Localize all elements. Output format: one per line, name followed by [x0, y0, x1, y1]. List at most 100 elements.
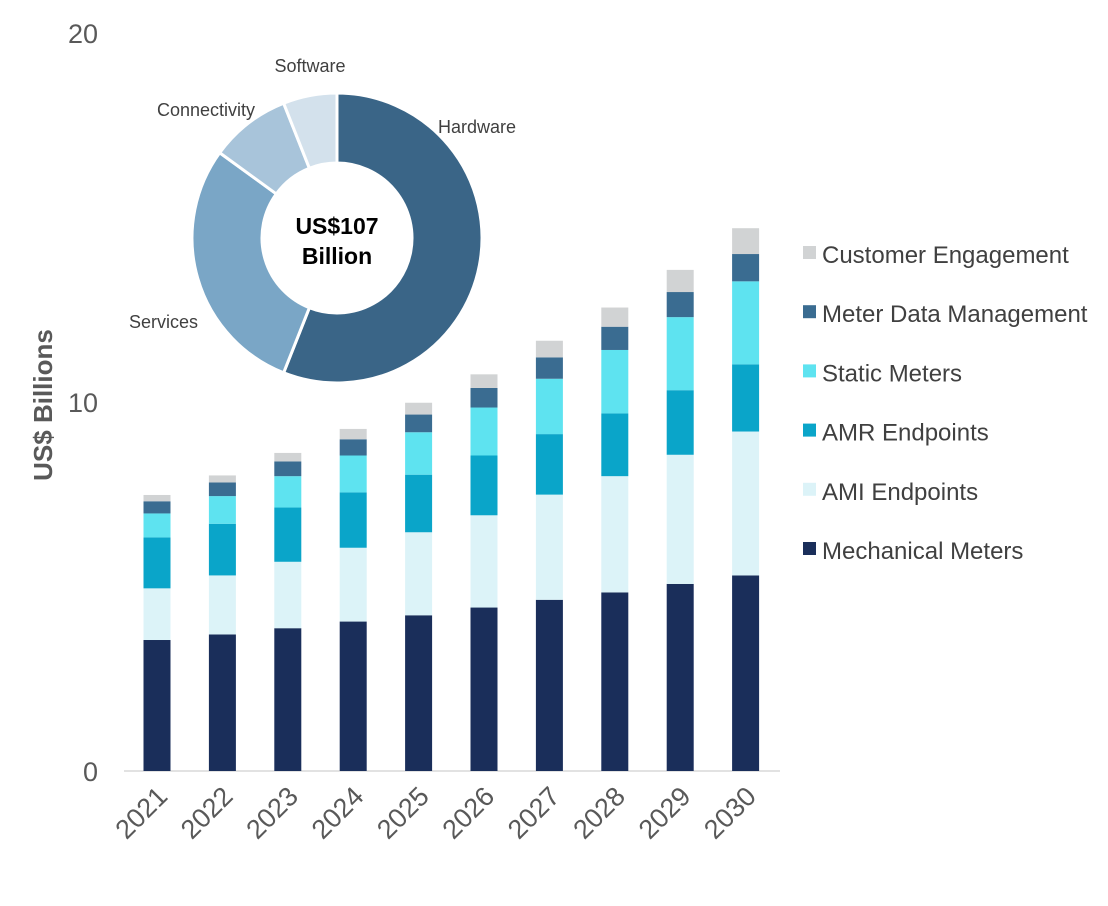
donut-label-software: Software [274, 56, 345, 76]
donut-slice-software [281, 91, 339, 171]
bar-segment-mechanical-meters-2027 [535, 599, 563, 771]
bar-segment-amr-endpoints-2029 [666, 390, 694, 455]
bar-segment-meter-data-management-2029 [666, 292, 694, 318]
donut-center-label: US$107 [295, 213, 378, 239]
bar-segment-static-meters-2027 [535, 378, 563, 435]
donut-center-label: Billion [302, 243, 372, 269]
y-axis: 0 10 20 US$ Billions [28, 19, 780, 787]
bar-segment-customer-engagement-2028 [601, 307, 629, 327]
y-tick-label: 20 [68, 19, 98, 49]
bar-segment-static-meters-2021 [143, 513, 171, 538]
bar-segment-customer-engagement-2029 [666, 269, 694, 293]
x-tick-label: 2022 [175, 781, 239, 845]
x-tick-label: 2023 [240, 781, 304, 845]
bar-segment-customer-engagement-2025 [405, 402, 433, 415]
bar-segment-customer-engagement-2022 [208, 475, 236, 483]
bar-segment-meter-data-management-2030 [732, 254, 760, 282]
legend-label: Mechanical Meters [822, 538, 1023, 565]
bar-segment-meter-data-management-2021 [143, 501, 171, 514]
bar-segment-amr-endpoints-2027 [535, 434, 563, 495]
bar-segment-mechanical-meters-2029 [666, 583, 694, 771]
legend-swatch [803, 246, 816, 259]
bar-segment-meter-data-management-2028 [601, 326, 629, 350]
donut-chart: Hardware Services Connectivity Software US$1… [129, 56, 516, 385]
bar-segment-static-meters-2023 [274, 476, 302, 508]
legend-swatch [803, 423, 816, 437]
bar-segment-meter-data-management-2022 [208, 482, 236, 497]
bar-segment-amr-endpoints-2026 [470, 455, 498, 516]
legend-swatch [803, 482, 816, 496]
x-tick-label: 2027 [502, 781, 566, 845]
bar-segment-amr-endpoints-2025 [405, 474, 433, 533]
legend-label: AMI Endpoints [822, 479, 978, 506]
donut-slice-services [190, 150, 312, 375]
bar-segment-ami-endpoints-2025 [405, 532, 433, 616]
bar-segment-customer-engagement-2030 [732, 228, 760, 255]
bar-segment-meter-data-management-2025 [405, 414, 433, 433]
legend: Customer Engagement Meter Data Management… [803, 242, 1088, 565]
bar-segment-meter-data-management-2024 [339, 439, 367, 456]
bar-segment-customer-engagement-2026 [470, 374, 498, 388]
bar-segment-meter-data-management-2026 [470, 387, 498, 408]
bar-segment-static-meters-2028 [601, 349, 629, 414]
y-tick-label: 0 [83, 757, 98, 787]
bar-segment-mechanical-meters-2024 [339, 621, 367, 771]
bar-segment-mechanical-meters-2025 [405, 615, 433, 771]
donut-label-services: Services [129, 312, 198, 332]
y-tick-label: 10 [68, 388, 98, 418]
bar-segment-mechanical-meters-2030 [732, 575, 760, 771]
bar-segment-static-meters-2024 [339, 455, 367, 493]
bar-segment-mechanical-meters-2021 [143, 640, 171, 771]
bar-segment-customer-engagement-2023 [274, 452, 302, 462]
bar-segment-ami-endpoints-2021 [143, 588, 171, 641]
x-tick-label: 2030 [698, 781, 762, 845]
x-tick-label: 2024 [306, 781, 370, 845]
bar-segment-ami-endpoints-2024 [339, 547, 367, 622]
legend-swatch [803, 305, 816, 319]
bar-segment-meter-data-management-2023 [274, 461, 302, 477]
bar-segment-ami-endpoints-2026 [470, 515, 498, 608]
legend-label: Customer Engagement [822, 242, 1069, 269]
bar-segment-static-meters-2025 [405, 432, 433, 475]
bar-segment-customer-engagement-2021 [143, 494, 171, 502]
bar-segment-customer-engagement-2024 [339, 428, 367, 440]
x-axis-ticks: 2021 2022 2023 2024 2025 2026 2027 2028 2029 2030 [110, 781, 762, 845]
donut-label-connectivity: Connectivity [157, 100, 255, 120]
bar-segment-amr-endpoints-2022 [208, 523, 236, 576]
bar-segment-static-meters-2026 [470, 407, 498, 456]
legend-swatch [803, 542, 816, 555]
x-tick-label: 2028 [567, 781, 631, 845]
bar-segment-amr-endpoints-2021 [143, 537, 171, 589]
legend-label: Static Meters [822, 360, 962, 387]
bar-segment-ami-endpoints-2028 [601, 476, 629, 593]
bar-segment-ami-endpoints-2022 [208, 575, 236, 635]
bar-segment-static-meters-2030 [732, 281, 760, 365]
bar-segment-amr-endpoints-2024 [339, 492, 367, 548]
legend-swatch [803, 364, 816, 378]
bar-segment-ami-endpoints-2027 [535, 494, 563, 600]
bar-segment-ami-endpoints-2023 [274, 561, 302, 629]
bar-segment-ami-endpoints-2030 [732, 431, 760, 576]
bar-series [143, 228, 760, 771]
bar-segment-mechanical-meters-2026 [470, 607, 498, 771]
bar-segment-static-meters-2022 [208, 496, 236, 524]
bar-segment-meter-data-management-2027 [535, 357, 563, 379]
x-tick-label: 2021 [110, 781, 174, 845]
bar-segment-mechanical-meters-2023 [274, 628, 302, 771]
x-tick-label: 2029 [633, 781, 697, 845]
bar-segment-customer-engagement-2027 [535, 340, 563, 358]
bar-segment-static-meters-2029 [666, 317, 694, 391]
bar-segment-mechanical-meters-2022 [208, 634, 236, 771]
legend-label: AMR Endpoints [822, 420, 989, 447]
donut-label-hardware: Hardware [438, 117, 516, 137]
x-tick-label: 2026 [437, 781, 501, 845]
y-axis-title: US$ Billions [28, 329, 58, 481]
x-tick-label: 2025 [371, 781, 435, 845]
bar-segment-amr-endpoints-2023 [274, 507, 302, 562]
bar-segment-amr-endpoints-2028 [601, 413, 629, 477]
bar-segment-amr-endpoints-2030 [732, 364, 760, 432]
bar-segment-ami-endpoints-2029 [666, 454, 694, 584]
bar-segment-mechanical-meters-2028 [601, 592, 629, 771]
legend-label: Meter Data Management [822, 301, 1088, 328]
